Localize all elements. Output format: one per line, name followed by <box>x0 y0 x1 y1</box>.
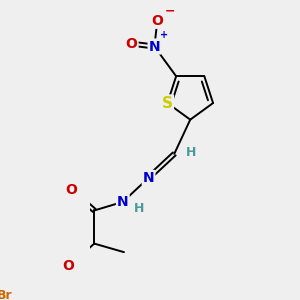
Text: Br: Br <box>0 289 13 300</box>
Text: −: − <box>165 4 175 17</box>
Text: N: N <box>117 195 129 209</box>
Text: N: N <box>148 40 160 53</box>
Text: H: H <box>186 146 197 159</box>
Text: N: N <box>143 171 154 185</box>
Text: H: H <box>134 202 144 215</box>
Text: O: O <box>126 37 137 51</box>
Text: O: O <box>63 260 74 273</box>
Text: O: O <box>65 184 77 197</box>
Text: O: O <box>152 14 163 28</box>
Text: S: S <box>162 96 173 111</box>
Text: +: + <box>160 30 168 40</box>
